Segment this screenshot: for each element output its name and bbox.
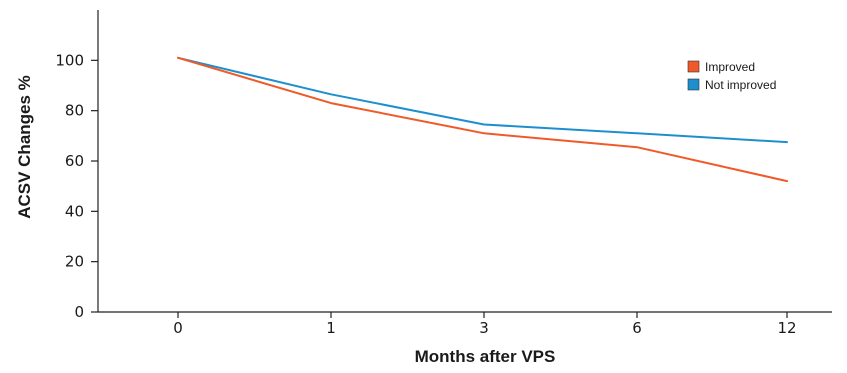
y-axis: 0 20 40 60 80 100 — [55, 10, 99, 321]
series-line-not-improved — [177, 56, 788, 144]
y-tick-label: 20 — [65, 253, 84, 271]
x-tick-label: 6 — [632, 319, 642, 337]
y-tick-label: 60 — [65, 152, 84, 170]
series-line-improved — [177, 56, 788, 183]
x-tick-label: 0 — [173, 319, 183, 337]
y-axis-title: ACSV Changes % — [15, 75, 34, 219]
legend-label: Not improved — [705, 78, 776, 92]
series-layer — [177, 56, 788, 183]
x-tick-label: 12 — [777, 319, 796, 337]
legend: Improved Not improved — [687, 60, 776, 92]
x-ticks: 0 1 3 6 12 — [173, 312, 797, 337]
legend-swatch — [687, 78, 700, 91]
y-tick-label: 0 — [74, 303, 84, 321]
y-tick-label: 80 — [65, 102, 84, 120]
y-tick-label: 100 — [55, 51, 84, 69]
x-tick-label: 1 — [326, 319, 336, 337]
x-axis-title: Months after VPS — [415, 347, 556, 366]
y-ticks: 0 20 40 60 80 100 — [55, 51, 98, 321]
legend-swatch — [687, 60, 700, 73]
x-axis: 0 1 3 6 12 — [98, 311, 832, 337]
legend-label: Improved — [705, 60, 755, 74]
x-tick-label: 3 — [479, 319, 489, 337]
y-tick-label: 40 — [65, 202, 84, 220]
